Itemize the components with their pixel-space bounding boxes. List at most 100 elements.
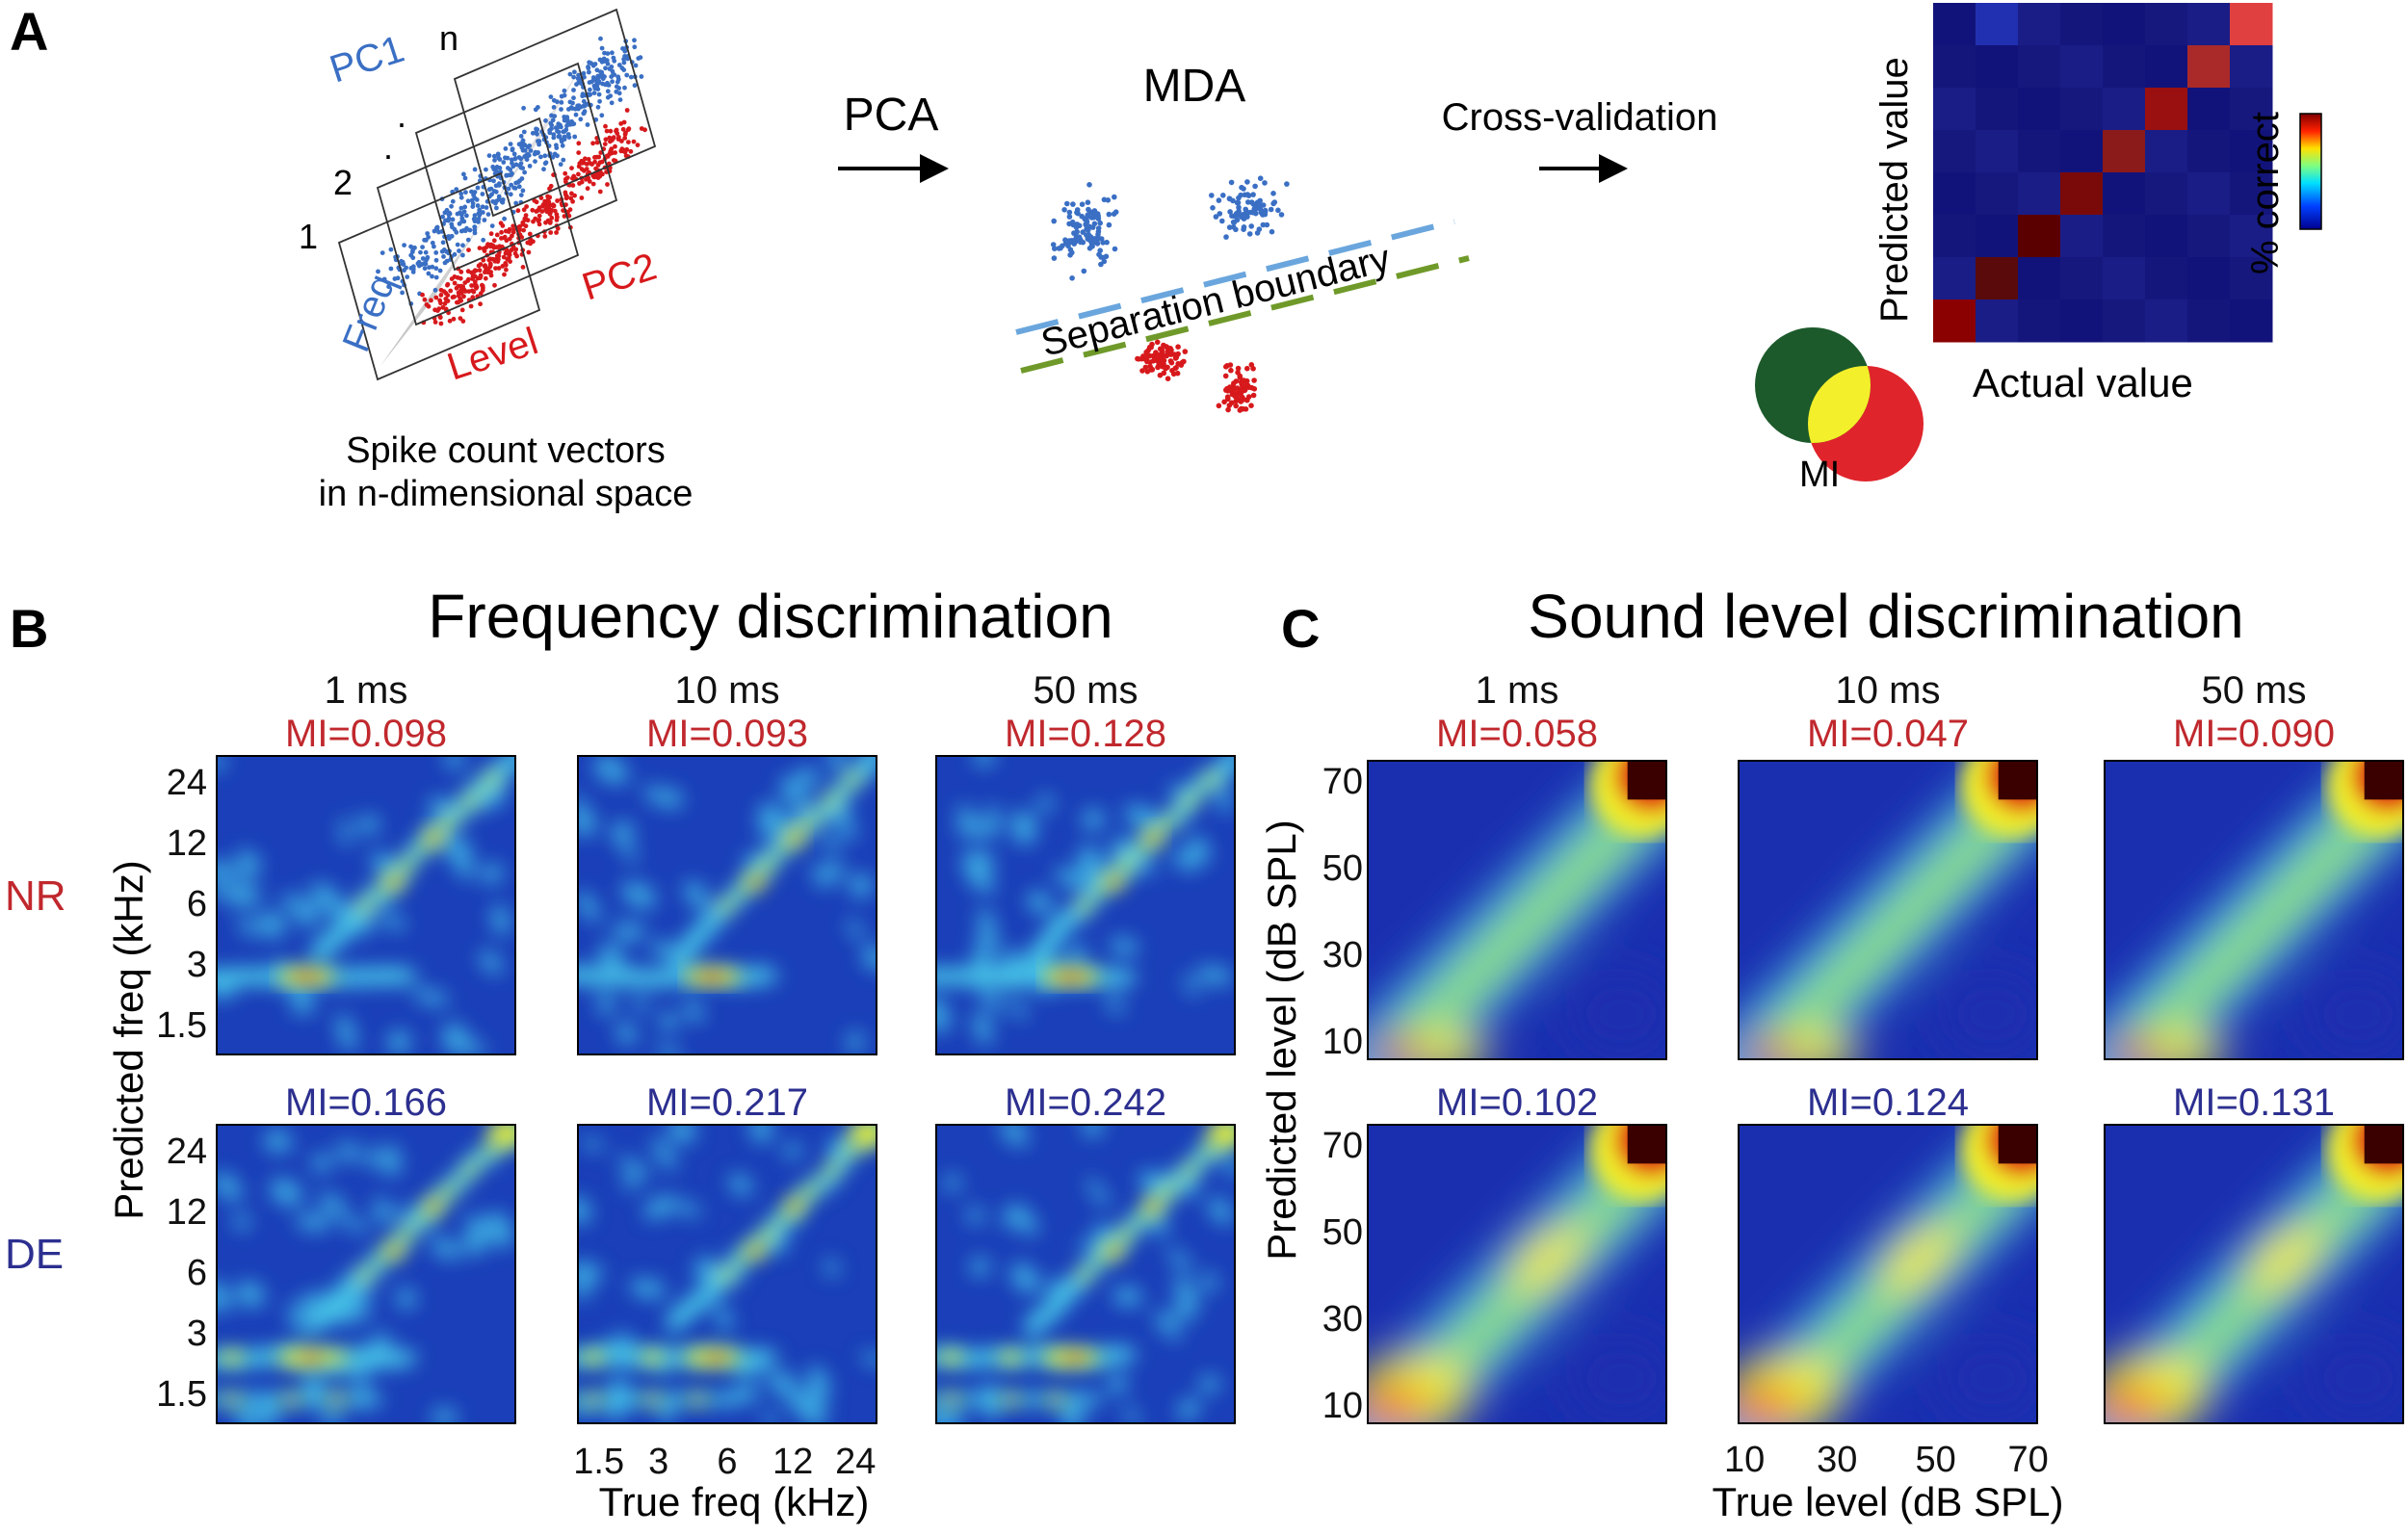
b-mi-de: MI=0.242 — [1005, 1081, 1166, 1124]
heatmap-level — [2104, 1124, 2404, 1424]
panel-letter-c: C — [1281, 598, 1320, 659]
c-mi-de: MI=0.131 — [2173, 1081, 2335, 1124]
c-mi-nr: MI=0.090 — [2173, 713, 2335, 755]
c-x-tick: 10 — [1724, 1440, 1765, 1480]
c-y-tick: 30 — [1322, 935, 1363, 976]
b-y-tick: 6 — [187, 1253, 207, 1293]
c-mi-de: MI=0.124 — [1807, 1081, 1969, 1124]
c-y-tick: 50 — [1322, 848, 1363, 889]
row-label-de: DE — [5, 1231, 64, 1278]
b-x-tick: 6 — [717, 1442, 737, 1482]
c-y-tick: 30 — [1322, 1299, 1363, 1340]
c-x-tick: 70 — [2008, 1440, 2049, 1480]
axis-label-pc2: PC2 — [577, 246, 662, 309]
b-y-tick: 3 — [187, 1314, 207, 1354]
boundary-line-blue — [1015, 219, 1455, 335]
boundary-line-green — [1020, 255, 1470, 374]
c-mi-de: MI=0.102 — [1436, 1081, 1598, 1124]
b-y-tick: 1.5 — [156, 1005, 207, 1046]
heatmap-level — [1738, 760, 2038, 1060]
b-x-axis-label: True freq (kHz) — [599, 1479, 870, 1524]
heatmap-freq — [577, 755, 877, 1055]
confusion-ylabel: Predicted value — [1873, 57, 1916, 323]
heatmap-freq — [935, 1124, 1236, 1424]
mda-title: MDA — [1143, 61, 1246, 112]
mi-venn-diagram — [1755, 327, 1924, 481]
heatmap-level — [2104, 760, 2404, 1060]
b-y-axis-label: Predicted freq (kHz) — [106, 860, 151, 1219]
dim-label-2: 2 — [333, 163, 353, 202]
c-time-label: 50 ms — [2202, 669, 2307, 712]
b-y-tick: 24 — [167, 1132, 207, 1172]
caption-line-2: in n-dimensional space — [319, 474, 694, 514]
heatmap-freq — [216, 755, 516, 1055]
b-mi-de: MI=0.217 — [646, 1081, 808, 1124]
c-x-tick: 30 — [1817, 1440, 1857, 1480]
c-y-tick: 50 — [1322, 1212, 1363, 1253]
panel-letter-a: A — [10, 1, 48, 62]
caption-line-1: Spike count vectors — [346, 430, 666, 471]
b-x-tick: 1.5 — [573, 1442, 624, 1482]
c-y-tick: 10 — [1322, 1022, 1363, 1062]
b-y-tick: 12 — [167, 823, 207, 864]
heatmap-freq — [577, 1124, 877, 1424]
c-x-tick: 50 — [1915, 1440, 1955, 1480]
c-y-tick: 10 — [1322, 1386, 1363, 1426]
c-mi-nr: MI=0.047 — [1807, 713, 1969, 755]
axis-label-pc1: PC1 — [325, 28, 409, 91]
heatmap-level — [1738, 1124, 2038, 1424]
panel-c: C Sound level discrimination Predicted l… — [1259, 582, 2404, 1524]
venn-label: MI — [1799, 455, 1840, 495]
heatmap-level — [1367, 1124, 1667, 1424]
dim-label-n: n — [439, 18, 458, 58]
b-time-label: 10 ms — [675, 669, 780, 712]
colorbar-label: % correct — [2244, 112, 2287, 274]
c-x-axis-label: True level (dB SPL) — [1713, 1479, 2064, 1524]
confusion-xlabel: Actual value — [1973, 360, 2193, 405]
b-time-label: 50 ms — [1034, 669, 1139, 712]
panel-a: A 1 2 . . n PC1 Freq Level PC2 Spike cou… — [10, 1, 2322, 514]
heatmap-freq — [935, 755, 1236, 1055]
c-y-tick: 70 — [1322, 762, 1363, 802]
b-y-tick: 24 — [167, 763, 207, 803]
panel-b-title: Frequency discrimination — [428, 582, 1112, 651]
panel-c-title: Sound level discrimination — [1528, 582, 2244, 651]
mda-scatter — [1050, 175, 1290, 413]
panel-letter-b: B — [10, 598, 48, 659]
b-y-tick: 12 — [167, 1192, 207, 1233]
b-x-tick: 12 — [772, 1442, 813, 1482]
b-mi-nr: MI=0.093 — [646, 713, 808, 755]
pca-label: PCA — [844, 90, 939, 141]
b-mi-nr: MI=0.128 — [1005, 713, 1166, 755]
b-time-label: 1 ms — [325, 669, 408, 712]
pca-arrow — [838, 154, 949, 183]
b-mi-de: MI=0.166 — [285, 1081, 447, 1124]
c-mi-nr: MI=0.058 — [1436, 713, 1598, 755]
c-y-tick: 70 — [1322, 1126, 1363, 1166]
cross-validation-arrow — [1539, 154, 1628, 183]
dim-label-1: 1 — [299, 217, 318, 256]
c-time-label: 1 ms — [1476, 669, 1559, 712]
b-x-tick: 24 — [835, 1442, 876, 1482]
c-time-label: 10 ms — [1836, 669, 1941, 712]
b-y-tick: 3 — [187, 945, 207, 985]
heatmap-freq — [216, 1124, 516, 1424]
heatmap-level — [1367, 760, 1667, 1060]
panel-b: B Frequency discrimination NR DE Predict… — [5, 582, 1236, 1524]
confusion-matrix — [1933, 3, 2273, 343]
c-y-axis-label: Predicted level (dB SPL) — [1259, 820, 1304, 1261]
colorbar — [2299, 113, 2322, 230]
b-x-tick: 3 — [648, 1442, 668, 1482]
boundary-label: Separation boundary — [1037, 237, 1395, 365]
b-y-tick: 1.5 — [156, 1374, 207, 1415]
dim-dot-1: . — [383, 127, 393, 167]
b-y-tick: 6 — [187, 884, 207, 924]
b-mi-nr: MI=0.098 — [285, 713, 447, 755]
dim-dot-2: . — [397, 95, 406, 135]
axis-label-freq: Freq — [335, 269, 405, 358]
row-label-nr: NR — [5, 872, 66, 920]
spike-space-illustration: 1 2 . . n PC1 Freq Level PC2 — [299, 8, 662, 389]
